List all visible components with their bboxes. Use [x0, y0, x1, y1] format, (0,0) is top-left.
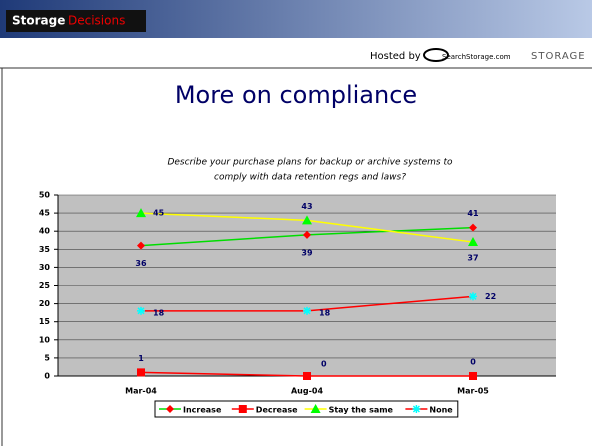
marker [302, 215, 312, 225]
marker [166, 405, 174, 413]
y-tick-label: 45 [39, 209, 51, 218]
legend-label: Decrease [256, 406, 298, 415]
host: SearchStorage.com [442, 53, 511, 61]
y-tick-label: 30 [39, 263, 51, 272]
marker [469, 223, 477, 232]
data-label: 41 [467, 209, 479, 218]
y-tick-label: 35 [39, 245, 51, 254]
legend-label: Stay the same [329, 406, 394, 415]
x-tick-label: Aug-04 [291, 387, 324, 396]
marker [137, 368, 145, 377]
data-label: 45 [153, 209, 165, 218]
marker [238, 405, 247, 413]
y-tick-label: 5 [44, 353, 50, 362]
logo-box [6, 10, 146, 32]
chart-title: More on compliance [175, 81, 417, 109]
marker [412, 405, 421, 413]
data-label: 18 [153, 308, 165, 317]
marker [469, 372, 477, 380]
y-tick-label: 0 [44, 372, 50, 381]
marker [137, 241, 145, 250]
marker [310, 404, 321, 413]
x-tick-label: Mar-05 [457, 387, 489, 396]
marker [469, 292, 477, 301]
brand: Storage [12, 14, 65, 28]
y-tick-label: 20 [39, 299, 51, 308]
legend-label: None [429, 406, 453, 415]
data-label: 22 [485, 292, 496, 301]
marker [303, 230, 311, 239]
data-label: 39 [301, 248, 313, 257]
y-tick-label: 40 [39, 227, 51, 236]
data-label: 43 [301, 202, 312, 211]
y-tick-label: 15 [39, 317, 51, 326]
data-label: 0 [321, 360, 327, 369]
y-tick-label: 25 [39, 281, 51, 290]
y-tick-label: 50 [39, 191, 51, 200]
host-logo [423, 48, 449, 62]
data-label: 0 [470, 358, 476, 367]
data-label: 1 [138, 354, 144, 363]
marker [136, 208, 146, 218]
legend-label: Increase [183, 406, 222, 415]
marker [303, 372, 311, 380]
host-mag: STORAGE [531, 51, 586, 62]
data-label: 37 [467, 254, 478, 263]
subtitle: Describe your purchase plans for backup … [167, 158, 453, 168]
data-label: 18 [319, 308, 331, 317]
marker [303, 306, 311, 315]
y-tick-label: 10 [39, 335, 51, 344]
brand-accent: Decisions [68, 14, 125, 28]
x-tick-label: Mar-04 [125, 387, 157, 396]
subtitle: comply with data retention regs and laws… [214, 173, 406, 183]
data-label: 36 [135, 259, 147, 268]
marker [468, 237, 478, 247]
marker [137, 306, 145, 315]
hosted-by: Hosted by [370, 51, 421, 62]
